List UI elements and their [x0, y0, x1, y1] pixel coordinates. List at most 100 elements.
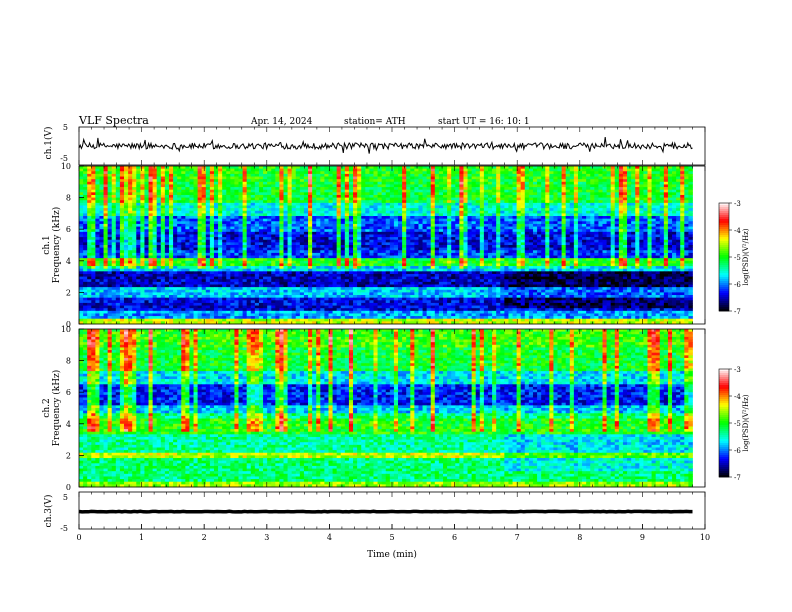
spectrogram-cell — [659, 237, 665, 241]
spectrogram-cell — [545, 213, 550, 217]
spectrogram-cell — [316, 237, 321, 241]
spectrogram-cell — [508, 221, 513, 225]
spectrogram-cell — [590, 250, 595, 254]
spectrogram-cell — [569, 239, 575, 243]
spectrogram-cell — [602, 202, 607, 206]
spectrogram-cell — [618, 166, 624, 170]
spectrogram-cell — [369, 223, 374, 227]
spectrogram-cell — [410, 229, 415, 233]
spectrogram-cell — [246, 179, 252, 183]
spectrogram-cell — [475, 171, 481, 175]
spectrogram-cell — [377, 187, 383, 191]
spectrogram-cell — [324, 176, 329, 180]
spectrogram-cell — [549, 213, 554, 217]
spectrogram-cell — [577, 245, 583, 249]
spectrogram-cell — [263, 210, 268, 214]
spectrogram-cell — [246, 181, 252, 185]
spectrogram-cell — [512, 221, 518, 225]
spectrogram-cell — [324, 187, 329, 191]
spectrogram-cell — [128, 176, 133, 180]
spectrogram-cell — [504, 242, 509, 246]
spectrogram-cell — [688, 200, 693, 204]
spectrogram-cell — [393, 166, 399, 170]
spectrogram-cell — [291, 216, 297, 220]
spectrogram-cell — [672, 247, 677, 251]
spectrogram-cell — [303, 189, 309, 193]
spectrogram-cell — [639, 208, 644, 212]
spectrogram-cell — [516, 213, 522, 217]
spectrogram-cell — [635, 202, 640, 206]
spectrogram-cell — [426, 179, 432, 183]
spectrogram-cell — [545, 247, 550, 251]
spectrogram-cell — [569, 213, 575, 217]
spectrogram-cell — [344, 234, 350, 238]
spectrogram-cell — [283, 192, 288, 196]
spectrogram-cell — [410, 200, 415, 204]
spectrogram-cell — [688, 245, 693, 249]
spectrogram-cell — [111, 181, 117, 185]
spectrogram-cell — [242, 189, 248, 193]
spectrogram-cell — [414, 223, 419, 227]
spectrogram-cell — [573, 189, 579, 193]
spectrogram-cell — [553, 229, 558, 233]
spectrogram-cell — [667, 179, 673, 183]
spectrogram-cell — [532, 194, 538, 198]
spectrogram-cell — [414, 181, 419, 185]
spectrogram-cell — [181, 192, 186, 196]
spectrogram-cell — [373, 229, 378, 233]
spectrogram-cell — [103, 252, 109, 256]
spectrogram-cell — [353, 179, 358, 183]
spectrogram-cell — [365, 213, 370, 217]
spectrogram-cell — [258, 239, 264, 243]
spectrogram-cell — [569, 181, 575, 185]
spectrogram-cell — [242, 208, 248, 212]
spectrogram-cell — [438, 181, 444, 185]
spectrogram-cell — [324, 202, 329, 206]
spectrogram-cell — [483, 181, 489, 185]
spectrogram-cell — [598, 189, 603, 193]
spectrogram-cell — [168, 229, 174, 233]
spectrogram-cell — [655, 179, 661, 183]
spectrogram-cell — [295, 226, 301, 230]
spectrogram-cell — [234, 223, 239, 227]
spectrogram-cell — [545, 166, 550, 170]
spectrogram-cell — [602, 176, 607, 180]
spectrogram-cell — [332, 210, 338, 214]
spectrogram-cell — [684, 184, 689, 188]
spectrogram-cell — [381, 231, 387, 235]
spectrogram-cell — [242, 181, 248, 185]
spectrogram-cell — [487, 216, 493, 220]
spectrogram-cell — [357, 166, 362, 170]
spectrogram-cell — [263, 194, 268, 198]
spectrogram-cell — [160, 210, 166, 214]
spectrogram-cell — [226, 184, 231, 188]
spectrogram-cell — [590, 237, 595, 241]
spectrogram-cell — [434, 221, 440, 225]
spectrogram-cell — [177, 168, 182, 172]
spectrogram-cell — [684, 237, 689, 241]
spectrogram-cell — [111, 176, 117, 180]
spectrogram-cell — [234, 237, 239, 241]
spectrogram-cell — [659, 229, 665, 233]
spectrogram-cell — [532, 179, 538, 183]
spectrogram-cell — [218, 202, 223, 206]
spectrogram-cell — [279, 168, 284, 172]
spectrogram-cell — [663, 205, 669, 209]
spectrogram-cell — [627, 226, 632, 230]
spectrogram-cell — [471, 192, 477, 196]
spectrogram-cell — [303, 223, 309, 227]
spectrogram-cell — [316, 200, 321, 204]
spectrogram-cell — [381, 208, 387, 212]
spectrogram-cell — [398, 208, 403, 212]
spectrogram-cell — [250, 245, 256, 249]
spectrogram-cell — [381, 166, 387, 170]
spectrogram-cell — [516, 223, 522, 227]
spectrogram-cell — [463, 242, 468, 246]
spectrogram-cell — [336, 221, 342, 225]
spectrogram-cell — [119, 208, 125, 212]
spectrogram-cell — [168, 202, 174, 206]
spectrogram-cell — [524, 189, 530, 193]
spectrogram-cell — [250, 194, 256, 198]
spectrogram-cell — [487, 171, 493, 175]
spectrogram-cell — [553, 194, 558, 198]
